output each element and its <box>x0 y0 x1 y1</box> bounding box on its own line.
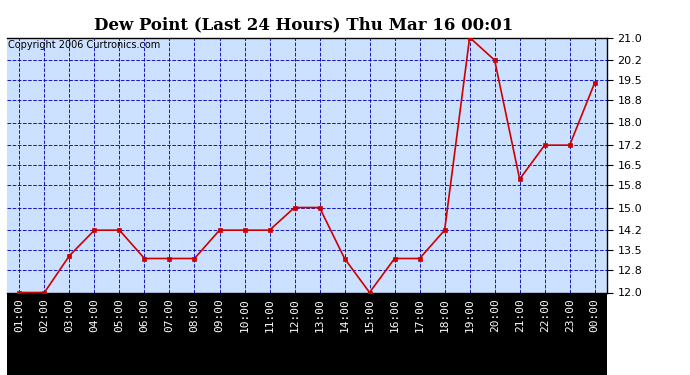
Text: 21:00: 21:00 <box>515 298 524 332</box>
Text: 01:00: 01:00 <box>14 298 24 332</box>
Text: Dew Point (Last 24 Hours) Thu Mar 16 00:01: Dew Point (Last 24 Hours) Thu Mar 16 00:… <box>94 17 513 34</box>
Text: 19:00: 19:00 <box>464 298 475 332</box>
Text: 08:00: 08:00 <box>190 298 199 332</box>
Text: 03:00: 03:00 <box>64 298 75 332</box>
Text: 02:00: 02:00 <box>39 298 50 332</box>
Text: 12:00: 12:00 <box>290 298 299 332</box>
Text: 22:00: 22:00 <box>540 298 550 332</box>
Text: 23:00: 23:00 <box>564 298 575 332</box>
Text: 16:00: 16:00 <box>390 298 400 332</box>
Text: 11:00: 11:00 <box>264 298 275 332</box>
Text: 18:00: 18:00 <box>440 298 450 332</box>
Text: 14:00: 14:00 <box>339 298 350 332</box>
Text: 13:00: 13:00 <box>315 298 324 332</box>
Text: 20:00: 20:00 <box>490 298 500 332</box>
Text: 05:00: 05:00 <box>115 298 124 332</box>
Text: 06:00: 06:00 <box>139 298 150 332</box>
Text: 04:00: 04:00 <box>90 298 99 332</box>
Text: 10:00: 10:00 <box>239 298 250 332</box>
Text: Copyright 2006 Curtronics.com: Copyright 2006 Curtronics.com <box>8 40 160 50</box>
Text: 00:00: 00:00 <box>590 298 600 332</box>
Text: 07:00: 07:00 <box>164 298 175 332</box>
Text: 09:00: 09:00 <box>215 298 224 332</box>
Text: 15:00: 15:00 <box>364 298 375 332</box>
Text: 17:00: 17:00 <box>415 298 424 332</box>
